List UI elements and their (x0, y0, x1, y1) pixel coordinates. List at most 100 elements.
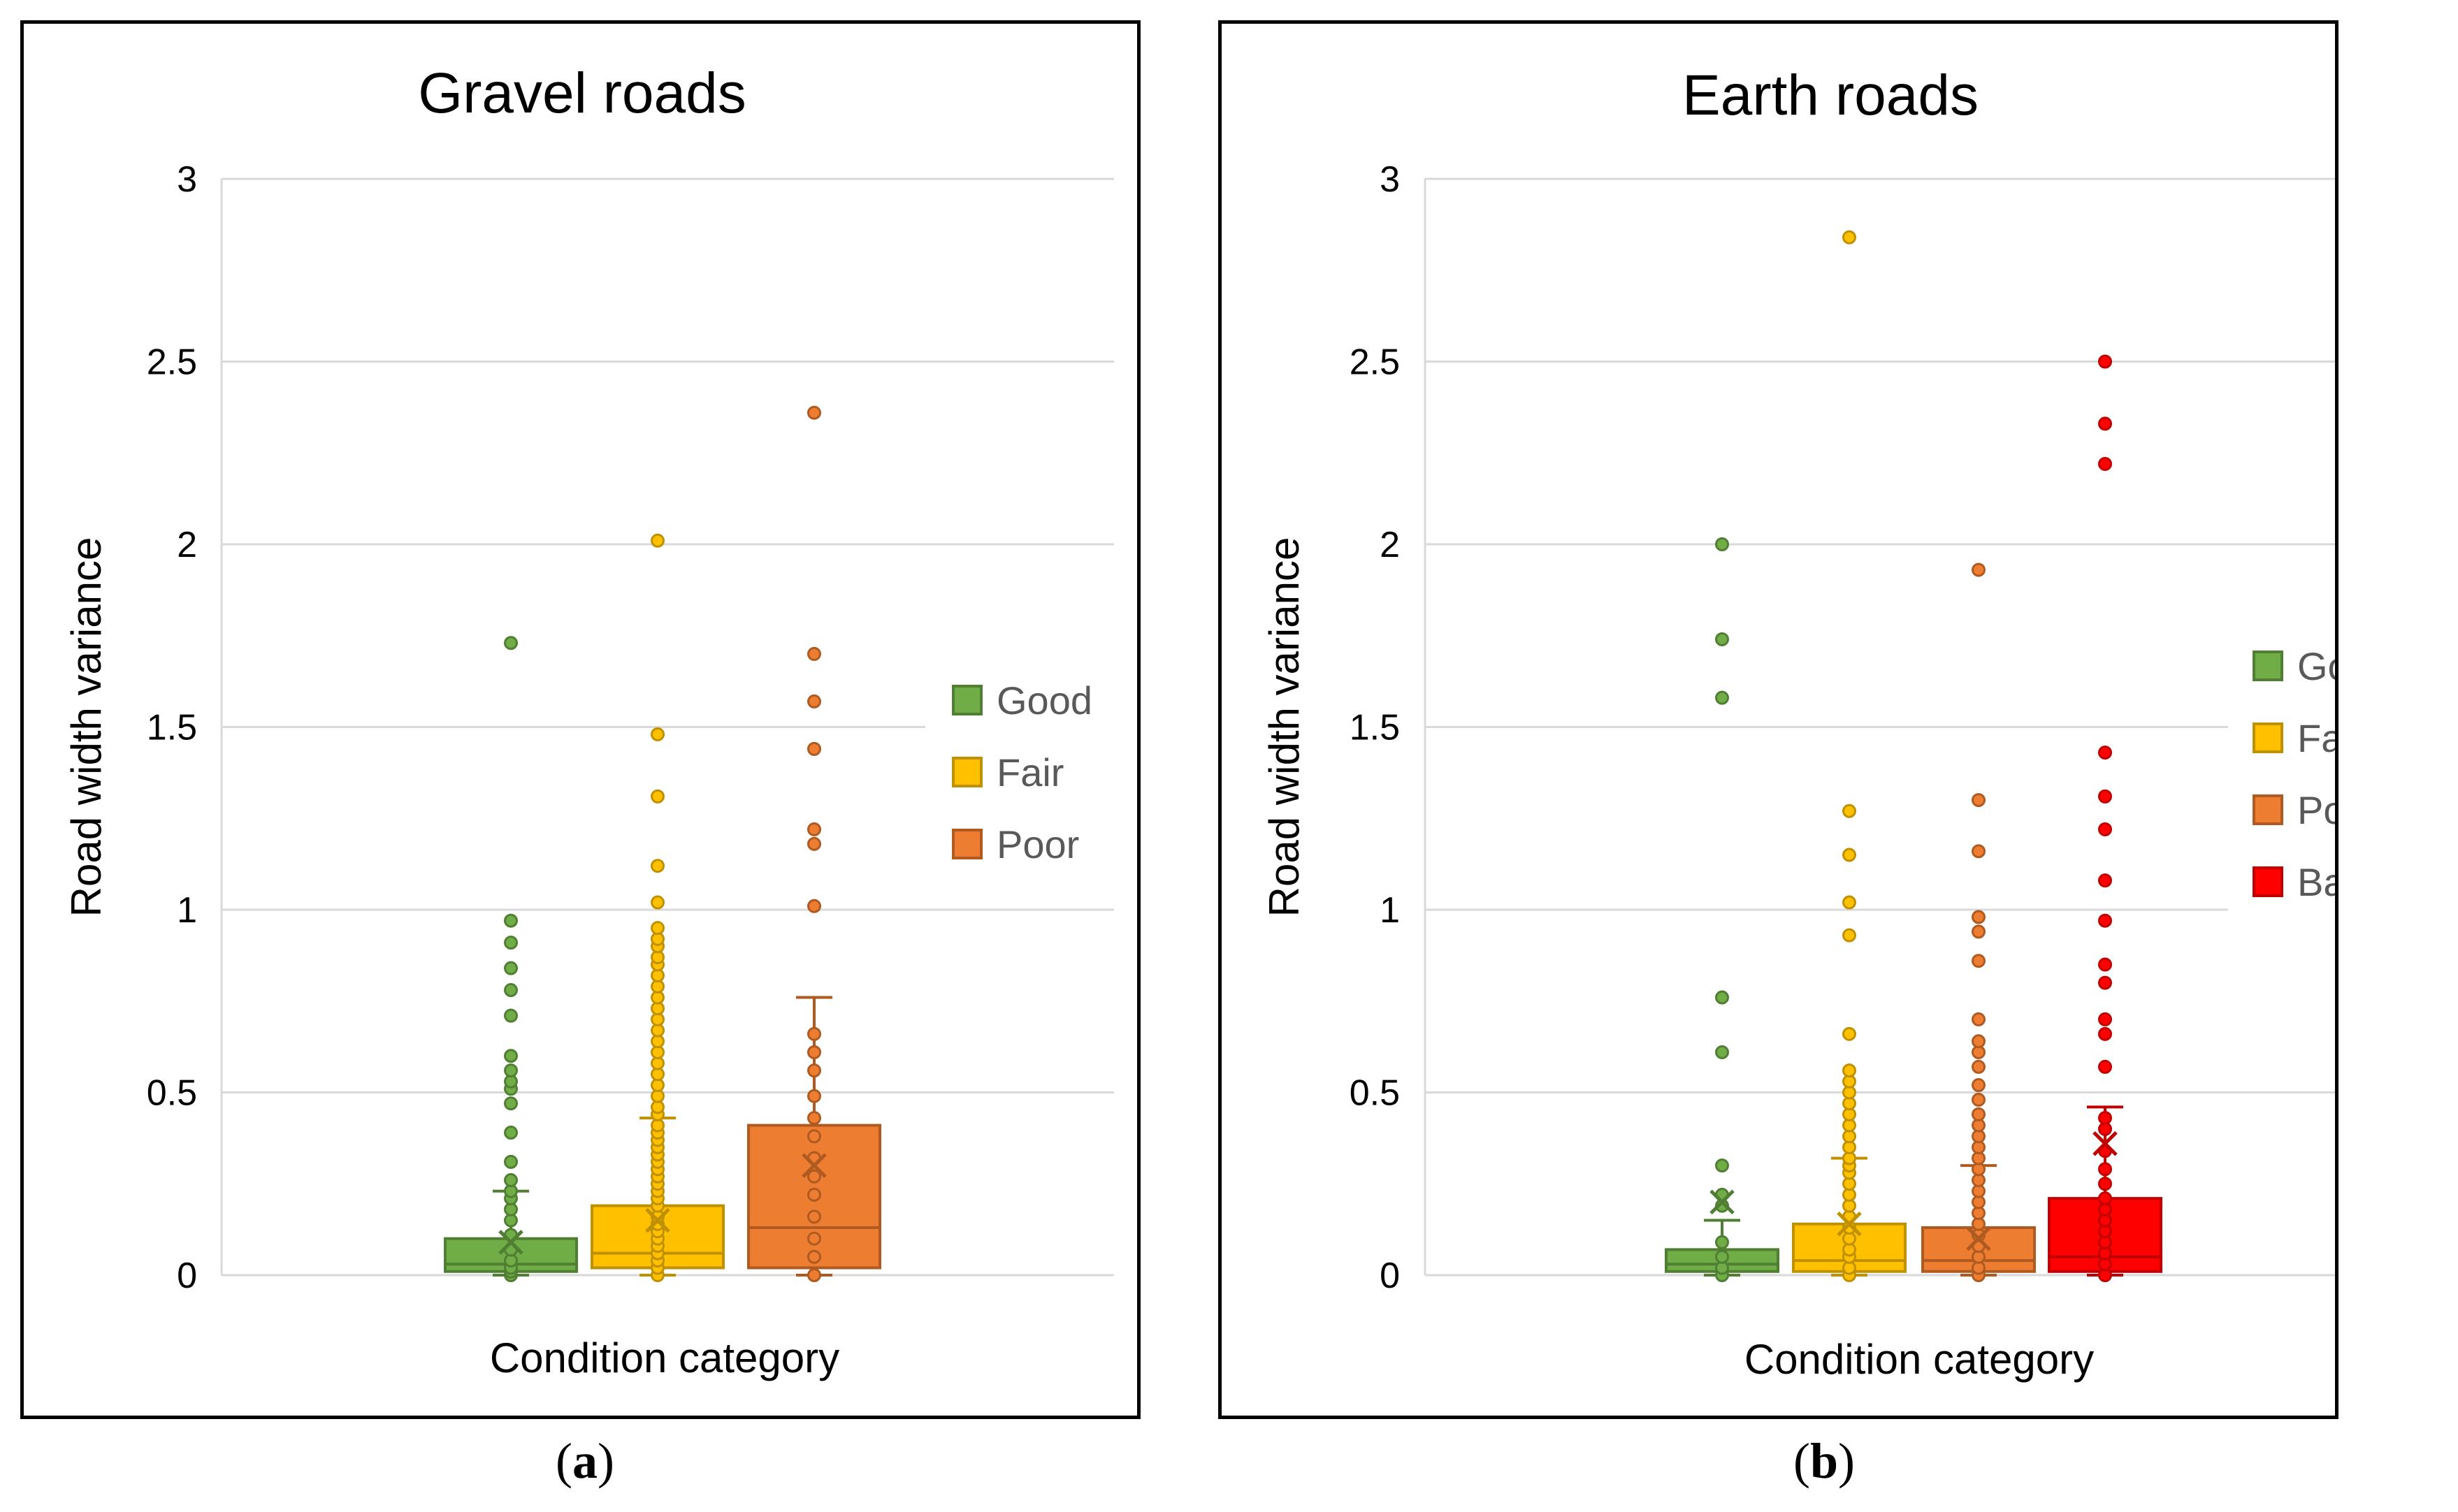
data-point (504, 636, 518, 650)
data-point (1972, 562, 1986, 577)
data-point (807, 836, 821, 851)
legend-swatch-poor (2253, 794, 2283, 825)
box-plot-fair (1792, 230, 1907, 1282)
data-point (1972, 1092, 1986, 1107)
data-point (2098, 456, 2112, 471)
box-plot-fair (591, 533, 725, 1282)
legend-swatch-poor (952, 829, 983, 859)
data-point (807, 1209, 821, 1224)
box-plot-good (1665, 537, 1779, 1282)
data-point (504, 1173, 518, 1188)
data-point (2098, 1111, 2112, 1126)
data-point (1842, 1026, 1856, 1041)
data-point (1715, 1045, 1729, 1059)
data-point (651, 895, 665, 910)
data-point (1715, 990, 1729, 1005)
data-point (807, 899, 821, 913)
data-point (651, 859, 665, 873)
data-point (2098, 1191, 2112, 1206)
data-point (2098, 1177, 2112, 1191)
data-point (504, 983, 518, 998)
data-point (1715, 537, 1729, 551)
chart-panel-gravel-roads: 0 0.5 1 1.5 2 2.5 3 Gravel roads Condition categ… (20, 20, 1141, 1419)
y-tick-label: 0.5 (1350, 1073, 1400, 1114)
legend-swatch-good (2253, 650, 2283, 681)
chart-title: Earth roads (1682, 64, 1979, 127)
mean-marker (498, 1230, 523, 1255)
data-point (807, 822, 821, 836)
data-point (504, 936, 518, 950)
caption-b: (b) (1793, 1433, 1855, 1489)
y-tick-label: 0 (177, 1256, 197, 1296)
data-point (651, 921, 665, 936)
caption-a-label: a (572, 1433, 598, 1489)
data-point (2098, 1012, 2112, 1026)
data-point (1972, 844, 1986, 859)
chart-title: Gravel roads (418, 61, 746, 125)
data-point (1842, 895, 1856, 910)
data-point (1842, 1063, 1856, 1078)
data-point (651, 789, 665, 804)
data-point (2098, 975, 2112, 990)
x-axis-label: Condition category (490, 1335, 839, 1381)
data-point (807, 1111, 821, 1126)
data-point (807, 405, 821, 420)
data-point (2098, 957, 2112, 972)
mean-marker (802, 1153, 827, 1178)
data-point (504, 1096, 518, 1111)
mean-marker (2092, 1131, 2118, 1156)
data-point (1715, 1158, 1729, 1173)
y-tick-label: 0 (1380, 1256, 1400, 1296)
data-point (504, 1008, 518, 1023)
y-tick-label: 1.5 (147, 708, 197, 748)
data-point (807, 1063, 821, 1078)
data-point (2098, 1026, 2112, 1041)
legend-swatch-fair (952, 757, 983, 787)
legend-swatch-bad (2253, 866, 2283, 897)
data-point (1972, 1059, 1986, 1074)
data-point (1972, 1034, 1986, 1049)
box-plot-bad (2048, 354, 2162, 1282)
data-point (2098, 913, 2112, 928)
mean-marker (1966, 1226, 1991, 1251)
data-point (1715, 1249, 1729, 1264)
data-point (504, 1063, 518, 1078)
y-tick-label: 2 (177, 525, 197, 565)
data-point (1715, 690, 1729, 705)
data-point (504, 1126, 518, 1140)
y-tick-label: 2.5 (147, 342, 197, 383)
mean-marker (645, 1207, 670, 1233)
data-point (2098, 789, 2112, 804)
data-point (2098, 873, 2112, 888)
data-point (504, 961, 518, 975)
data-point (1972, 924, 1986, 939)
data-point (807, 1026, 821, 1041)
data-point (807, 741, 821, 756)
data-point (1972, 954, 1986, 968)
data-point (807, 1129, 821, 1144)
mean-marker (1709, 1189, 1735, 1215)
data-point (807, 1249, 821, 1264)
data-point (2098, 416, 2112, 431)
data-point (1972, 1078, 1986, 1093)
data-point (1972, 1107, 1986, 1121)
legend-label-good: Good (997, 678, 1092, 722)
data-point (807, 1231, 821, 1246)
caption-b-label: b (1809, 1433, 1839, 1489)
data-point (504, 1154, 518, 1169)
y-tick-label: 3 (177, 159, 197, 200)
y-tick-label: 1 (177, 890, 197, 931)
data-point (807, 694, 821, 708)
data-point (807, 1045, 821, 1059)
y-axis-label: Road width variance (1261, 537, 1308, 917)
caption-a: (a) (556, 1433, 614, 1489)
data-point (807, 646, 821, 661)
chart-panel-earth-roads: 0 0.5 1 1.5 2 2.5 3 Earth roads Condition catego… (1218, 20, 2338, 1419)
y-tick-label: 0.5 (147, 1073, 197, 1114)
box-plot-good (444, 636, 578, 1282)
legend-label-bad: Bad (2297, 860, 2335, 904)
data-point (651, 727, 665, 741)
chart-earth-roads: 0 0.5 1 1.5 2 2.5 3 Earth roads Condition catego… (1261, 64, 2335, 1383)
data-point (1972, 1012, 1986, 1026)
y-tick-label: 1 (1380, 890, 1400, 931)
